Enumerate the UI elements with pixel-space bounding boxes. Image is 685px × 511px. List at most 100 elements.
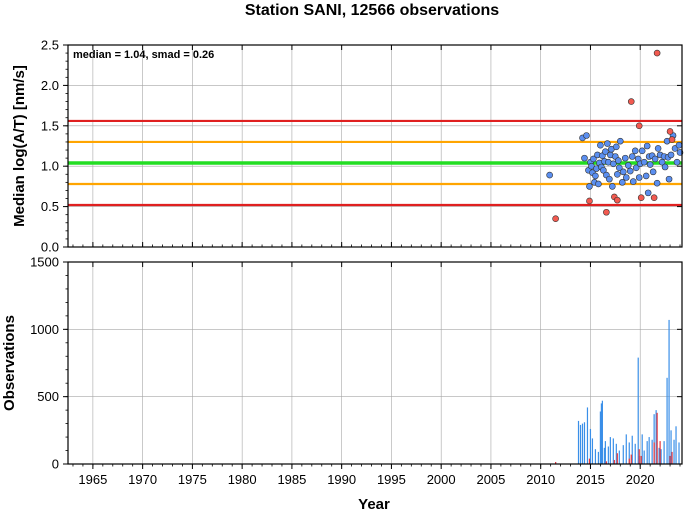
observation-bar xyxy=(670,430,672,464)
observation-bar xyxy=(588,458,591,464)
observation-bar xyxy=(616,453,618,464)
scatter-point xyxy=(653,179,661,187)
y-tick-label: 0.5 xyxy=(41,199,59,214)
observation-bar xyxy=(586,407,589,464)
scatter-point xyxy=(619,168,627,176)
observation-bar xyxy=(634,443,636,464)
scatter-point xyxy=(613,143,620,151)
chart-title: Station SANI, 12566 observations xyxy=(245,2,499,19)
year-x-ticks: 1965 1970 1975 1980 1985 1990 1995 2000 2005 2010… xyxy=(72,262,681,487)
scatter-point xyxy=(643,142,651,150)
scatter-point xyxy=(603,208,610,216)
scatter-point xyxy=(602,148,609,155)
observation-bar xyxy=(653,414,655,464)
observation-bar xyxy=(605,461,607,464)
scatter-point xyxy=(661,163,669,171)
x-tick-label: 1970 xyxy=(128,472,157,487)
scatter-point xyxy=(600,166,607,174)
median-y-axis-label: Median log(A/T) [nm/s] xyxy=(11,65,28,227)
scatter-point xyxy=(618,179,626,186)
scatter-point xyxy=(616,164,623,172)
observation-bar xyxy=(600,403,602,464)
year-x-axis-label: Year xyxy=(358,496,390,511)
observations-bars xyxy=(555,319,680,464)
scatter-point xyxy=(637,194,645,202)
observation-bar xyxy=(609,437,611,464)
scatter-point xyxy=(590,155,597,163)
scatter-point xyxy=(673,158,681,166)
observation-bar xyxy=(656,412,658,464)
y-tick-label: 0.0 xyxy=(41,240,59,255)
observation-bar xyxy=(675,426,677,464)
y-tick-label: 1.0 xyxy=(41,159,59,174)
scatter-point xyxy=(626,167,634,175)
scatter-point xyxy=(640,158,648,166)
observation-bar xyxy=(673,439,675,464)
scatter-point xyxy=(614,170,621,178)
scatter-point xyxy=(614,196,621,204)
x-tick-label: 1975 xyxy=(178,472,207,487)
scatter-point xyxy=(629,178,637,185)
scatter-point xyxy=(624,162,632,169)
scatter-point xyxy=(617,137,624,145)
scatter-point xyxy=(583,132,590,139)
observation-bar xyxy=(637,357,639,464)
observation-bar xyxy=(613,459,615,464)
scatter-point xyxy=(586,197,593,205)
observation-bar xyxy=(651,439,653,464)
observation-bar xyxy=(630,454,632,464)
observation-bar xyxy=(612,438,614,464)
scatter-point xyxy=(642,172,650,180)
observation-bar xyxy=(615,443,617,464)
scatter-point xyxy=(635,174,643,181)
observation-bar xyxy=(607,446,609,464)
observation-bar xyxy=(640,455,642,464)
median-x-tick-marks xyxy=(72,45,681,247)
scatter-point xyxy=(586,183,593,190)
observation-bar xyxy=(653,442,655,464)
observations-y-ticks: 0 500 1000 1500 xyxy=(30,255,682,472)
scatter-point xyxy=(654,145,662,152)
observation-bar xyxy=(579,424,582,464)
observation-bar xyxy=(597,451,600,464)
median-panel-frame xyxy=(67,44,683,248)
observation-bar xyxy=(583,422,586,464)
scatter-point xyxy=(631,147,639,155)
y-tick-label: 1000 xyxy=(30,322,59,337)
y-tick-label: 1500 xyxy=(30,255,59,270)
scatter-point xyxy=(651,155,659,163)
scatter-point xyxy=(621,154,629,162)
x-tick-label: 1990 xyxy=(327,472,356,487)
scatter-point xyxy=(675,141,683,149)
observation-bar xyxy=(638,449,640,464)
observation-bar xyxy=(618,450,620,464)
observation-bar xyxy=(643,450,645,464)
median-panel: 0.0 0.5 1.0 1.5 2.0 2.5 median = 1.04, smad =… xyxy=(11,38,684,255)
scatter-point xyxy=(622,174,630,181)
median-scatter-points xyxy=(546,49,684,223)
observation-bar xyxy=(604,441,606,464)
scatter-point xyxy=(667,151,675,159)
y-tick-label: 2.5 xyxy=(41,38,59,53)
scatter-point xyxy=(546,171,553,179)
observation-bar xyxy=(669,455,671,464)
scatter-point xyxy=(638,147,646,155)
observation-bar xyxy=(659,441,661,464)
scatter-point xyxy=(644,189,652,197)
observation-bar xyxy=(589,428,592,464)
observation-bar xyxy=(581,423,584,464)
x-tick-label: 1965 xyxy=(78,472,107,487)
scatter-point xyxy=(628,153,636,160)
scatter-point xyxy=(581,154,588,162)
observation-bar xyxy=(648,437,650,464)
observation-bar xyxy=(641,434,643,464)
observation-bar xyxy=(591,438,594,464)
scatter-point xyxy=(606,175,613,183)
scatter-point xyxy=(650,194,658,202)
observation-bar xyxy=(628,442,630,464)
scatter-point xyxy=(627,98,635,105)
observation-bar xyxy=(663,441,665,464)
observation-bar xyxy=(625,434,627,464)
scatter-point xyxy=(668,136,676,143)
